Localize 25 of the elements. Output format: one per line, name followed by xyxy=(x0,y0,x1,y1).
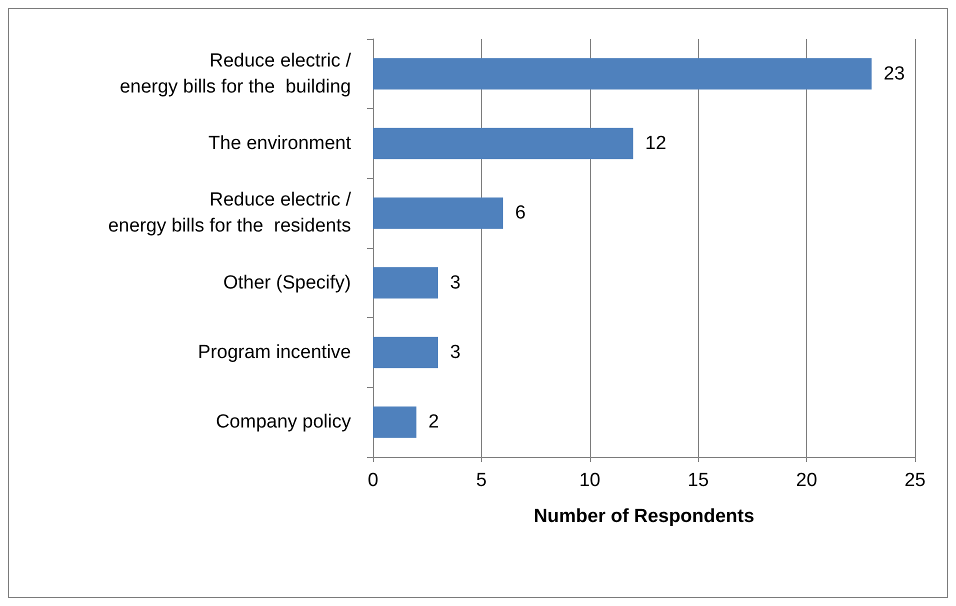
x-tick-label: 25 xyxy=(904,470,926,491)
y-tick-label: Reduce electric / energy bills for the building xyxy=(120,50,352,98)
x-tick-label: 20 xyxy=(796,470,818,491)
bar xyxy=(373,336,438,368)
x-tick-label: 10 xyxy=(579,470,600,491)
data-label: 3 xyxy=(450,272,461,294)
bar xyxy=(373,128,634,160)
y-tick-label: Reduce electric / energy bills for the residents xyxy=(108,190,352,237)
data-label: 23 xyxy=(884,63,905,84)
bar xyxy=(373,267,438,299)
y-tick-label: Other (Specify) xyxy=(223,272,351,294)
x-tick-label: 0 xyxy=(368,470,378,491)
x-tick-label: 15 xyxy=(688,470,709,491)
data-label: 2 xyxy=(428,412,439,433)
y-tick-label: Program incentive xyxy=(198,342,351,363)
data-label: 12 xyxy=(645,133,666,154)
x-tick-label: 5 xyxy=(476,470,487,491)
bar xyxy=(373,406,416,438)
bar xyxy=(373,58,872,90)
x-axis-title: Number of Respondents xyxy=(534,506,754,527)
y-tick-label: Company policy xyxy=(216,412,352,433)
data-label: 3 xyxy=(450,342,461,363)
bar xyxy=(373,197,504,229)
y-tick-label: The environment xyxy=(208,133,352,154)
data-label: 6 xyxy=(515,202,526,224)
